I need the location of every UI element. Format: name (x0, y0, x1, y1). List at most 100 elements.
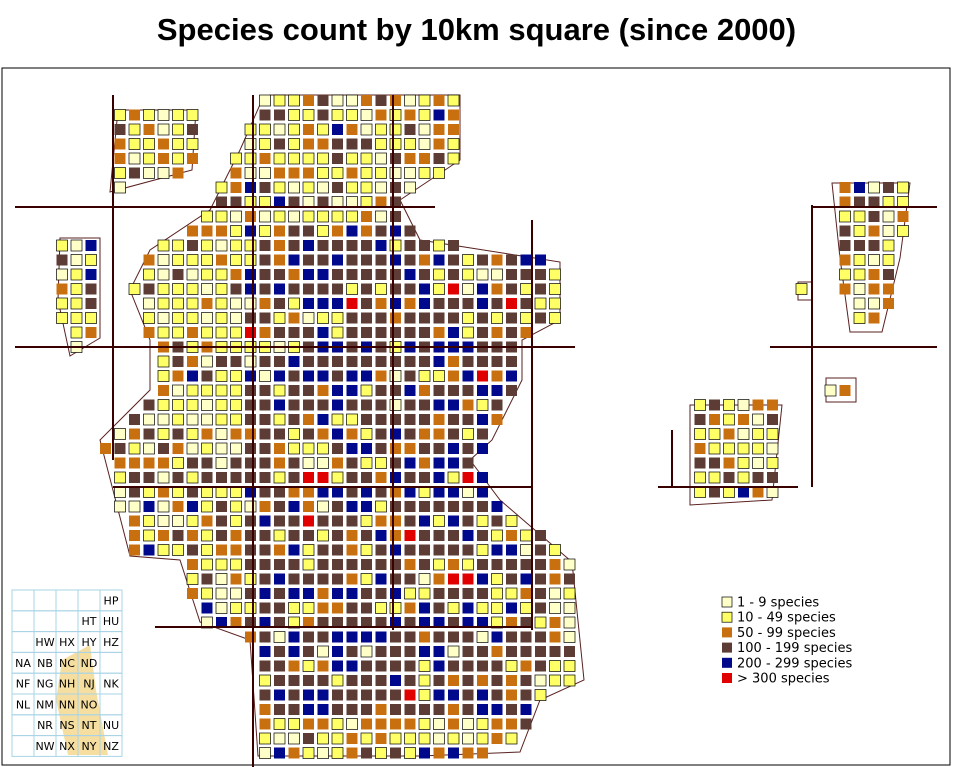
recording-square (433, 646, 445, 657)
recording-square (244, 138, 257, 150)
recording-square (230, 515, 242, 527)
recording-square (332, 298, 343, 309)
recording-square (447, 94, 460, 107)
recording-square (215, 181, 228, 194)
recording-square (897, 196, 909, 208)
recording-square (419, 385, 430, 396)
recording-square (360, 732, 373, 745)
recording-square (839, 268, 851, 281)
recording-square (462, 312, 474, 324)
recording-square (259, 123, 271, 136)
recording-square (361, 327, 372, 338)
recording-square (433, 718, 445, 730)
recording-square (433, 153, 445, 164)
recording-square (245, 472, 256, 483)
recording-square (346, 704, 358, 715)
recording-square (404, 544, 416, 556)
recording-square (317, 385, 329, 396)
recording-square (85, 240, 97, 251)
recording-square (375, 646, 387, 657)
recording-square (274, 747, 285, 759)
recording-square (375, 283, 387, 295)
recording-square (215, 210, 228, 223)
recording-square (375, 617, 387, 628)
recording-square (245, 385, 256, 396)
recording-square (491, 646, 503, 657)
recording-square (288, 312, 300, 324)
recording-square (404, 515, 416, 527)
recording-square (128, 442, 141, 455)
recording-square (244, 297, 257, 310)
recording-square (273, 732, 286, 745)
recording-square (259, 747, 271, 759)
recording-square (201, 268, 213, 281)
recording-square (491, 689, 503, 701)
recording-square (360, 181, 373, 194)
recording-square (128, 283, 141, 295)
recording-square (694, 471, 706, 484)
recording-square (332, 124, 343, 135)
recording-square (259, 704, 271, 715)
recording-square (259, 196, 271, 208)
recording-square (317, 472, 329, 483)
recording-square (85, 283, 97, 295)
recording-square (303, 225, 314, 237)
recording-square (433, 414, 445, 425)
recording-square (534, 674, 547, 687)
recording-square (346, 94, 358, 107)
recording-square (360, 573, 373, 585)
recording-square (259, 588, 271, 599)
recording-square (694, 443, 706, 454)
national-grid-lines (15, 95, 937, 767)
recording-square (56, 254, 68, 266)
recording-square (361, 399, 372, 411)
recording-square (201, 355, 213, 368)
recording-square (303, 588, 314, 599)
recording-square (448, 675, 459, 686)
recording-square (433, 428, 445, 440)
recording-square (506, 269, 517, 280)
recording-square (274, 254, 285, 266)
recording-square (448, 124, 459, 135)
recording-square (157, 268, 170, 281)
recording-square (476, 268, 489, 281)
recording-square (128, 123, 141, 136)
recording-square (549, 312, 561, 324)
recording-square (433, 327, 445, 338)
recording-square (302, 544, 315, 556)
recording-square (317, 298, 329, 309)
recording-square (361, 617, 372, 628)
recording-square (404, 167, 416, 179)
recording-square (549, 631, 561, 643)
recording-square (462, 414, 474, 425)
recording-square (694, 457, 706, 469)
recording-square (172, 123, 184, 136)
recording-square (404, 472, 416, 483)
recording-square (346, 675, 358, 686)
index-label: NU (103, 719, 119, 732)
recording-square (244, 167, 257, 179)
recording-square (361, 356, 372, 367)
recording-square (549, 559, 561, 570)
recording-square (187, 240, 198, 251)
recording-square (361, 370, 372, 382)
recording-square (346, 428, 358, 440)
recording-square (288, 515, 300, 527)
recording-square (332, 428, 343, 440)
recording-square (853, 254, 866, 266)
recording-square (273, 471, 286, 484)
recording-square (404, 617, 416, 628)
recording-square (230, 413, 242, 426)
recording-square (259, 718, 271, 730)
recording-square (331, 326, 344, 339)
recording-square (491, 660, 503, 672)
recording-square (462, 385, 474, 396)
recording-square (288, 109, 300, 121)
recording-square (172, 152, 184, 165)
recording-square (302, 152, 315, 165)
recording-square (332, 617, 343, 628)
recording-square (535, 254, 546, 266)
recording-square (303, 124, 314, 135)
recording-square (462, 399, 474, 411)
recording-square (390, 356, 401, 367)
